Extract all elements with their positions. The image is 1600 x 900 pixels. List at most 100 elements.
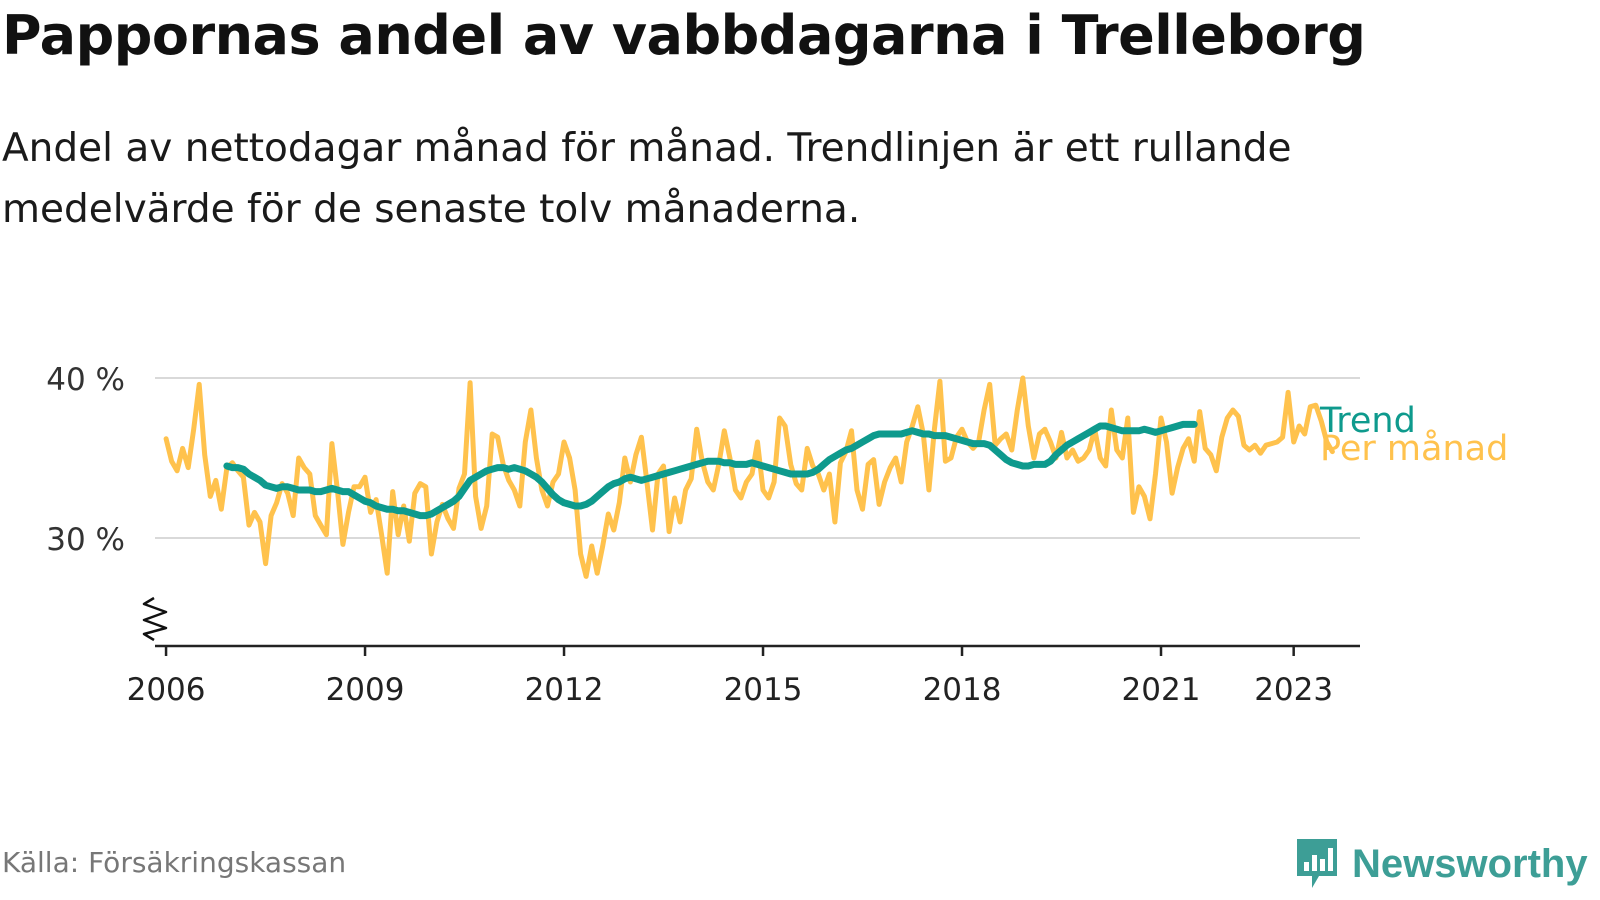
- data-point: [298, 458, 299, 459]
- data-point: [1266, 445, 1267, 446]
- x-tick-label: 2006: [127, 672, 206, 708]
- data-point: [818, 469, 819, 470]
- data-point: [652, 530, 653, 531]
- data-point: [1061, 432, 1062, 433]
- data-point: [685, 467, 686, 468]
- data-point: [857, 490, 858, 491]
- data-point: [431, 514, 432, 515]
- data-point: [613, 483, 614, 484]
- data-point: [249, 474, 250, 475]
- y-tick-label: 40 %: [46, 362, 125, 398]
- data-point: [707, 461, 708, 462]
- data-point: [215, 480, 216, 481]
- data-point: [1138, 430, 1139, 431]
- data-point: [834, 456, 835, 457]
- data-point: [171, 461, 172, 462]
- data-point: [1282, 437, 1283, 438]
- data-point: [1232, 410, 1233, 411]
- data-point: [448, 504, 449, 505]
- data-point: [807, 474, 808, 475]
- data-point: [1111, 427, 1112, 428]
- data-point: [663, 466, 664, 467]
- data-point: [486, 470, 487, 471]
- data-point: [1000, 438, 1001, 439]
- data-point: [912, 430, 913, 431]
- data-point: [475, 477, 476, 478]
- data-point: [862, 509, 863, 510]
- data-point: [901, 434, 902, 435]
- data-point: [536, 458, 537, 459]
- data-point: [470, 382, 471, 383]
- data-point: [486, 506, 487, 507]
- data-point: [464, 474, 465, 475]
- data-point: [1161, 418, 1162, 419]
- data-point: [984, 410, 985, 411]
- data-point: [801, 474, 802, 475]
- data-point: [354, 494, 355, 495]
- data-point: [674, 498, 675, 499]
- data-point: [514, 467, 515, 468]
- data-point: [392, 509, 393, 510]
- data-point: [1260, 453, 1261, 454]
- data-point: [359, 498, 360, 499]
- data-point: [1210, 454, 1211, 455]
- data-point: [1033, 464, 1034, 465]
- data-point: [757, 442, 758, 443]
- brand-logo[interactable]: Newsworthy: [1294, 836, 1588, 892]
- data-point: [519, 506, 520, 507]
- data-point: [851, 430, 852, 431]
- data-point: [674, 470, 675, 471]
- data-point: [381, 507, 382, 508]
- data-point: [873, 459, 874, 460]
- data-point: [1017, 464, 1018, 465]
- data-point: [1166, 429, 1167, 430]
- data-point: [890, 467, 891, 468]
- x-tick-label: 2023: [1254, 672, 1333, 708]
- data-point: [464, 488, 465, 489]
- data-point: [973, 443, 974, 444]
- data-point: [320, 491, 321, 492]
- data-point: [1138, 486, 1139, 487]
- data-point: [409, 541, 410, 542]
- data-point: [1067, 445, 1068, 446]
- data-point: [630, 482, 631, 483]
- data-point: [1238, 416, 1239, 417]
- data-point: [879, 434, 880, 435]
- data-point: [315, 515, 316, 516]
- data-point: [453, 528, 454, 529]
- data-point: [459, 496, 460, 497]
- data-point: [1155, 432, 1156, 433]
- data-point: [602, 491, 603, 492]
- data-point: [1277, 442, 1278, 443]
- data-point: [680, 522, 681, 523]
- data-point: [475, 496, 476, 497]
- data-point: [707, 482, 708, 483]
- data-point: [403, 506, 404, 507]
- data-point: [1116, 429, 1117, 430]
- x-tick-label: 2018: [923, 672, 1002, 708]
- data-point: [525, 470, 526, 471]
- data-point: [337, 490, 338, 491]
- data-point: [1133, 512, 1134, 513]
- data-point: [365, 501, 366, 502]
- data-point: [370, 512, 371, 513]
- data-point: [442, 507, 443, 508]
- data-point: [790, 474, 791, 475]
- data-point: [403, 510, 404, 511]
- data-point: [293, 488, 294, 489]
- data-point: [1083, 458, 1084, 459]
- data-point: [635, 478, 636, 479]
- chart-subtitle: Andel av nettodagar månad för månad. Tre…: [2, 126, 1292, 232]
- data-point: [304, 467, 305, 468]
- data-point: [1177, 467, 1178, 468]
- data-point: [381, 534, 382, 535]
- data-point: [193, 429, 194, 430]
- data-point: [309, 490, 310, 491]
- axis-break-icon: [142, 596, 168, 642]
- data-point: [1083, 435, 1084, 436]
- data-point: [497, 467, 498, 468]
- data-point: [619, 482, 620, 483]
- data-point: [1127, 418, 1128, 419]
- data-point: [868, 464, 869, 465]
- data-point: [1006, 459, 1007, 460]
